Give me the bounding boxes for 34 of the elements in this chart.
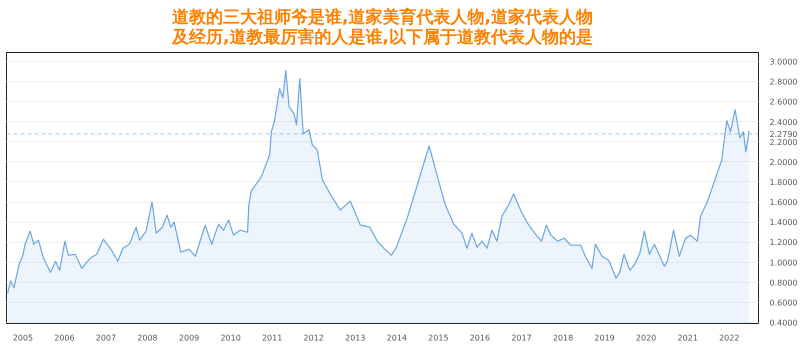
y-tick-label: 2.6000 [770,98,798,107]
x-tick-label: 2017 [511,334,532,342]
x-tick-label: 2010 [220,334,241,342]
y-tick-label: 1.2000 [770,238,798,248]
x-tick-label: 2006 [54,334,75,342]
y-tick-label: 2.2000 [770,138,798,147]
x-tick-label: 2008 [137,334,158,342]
x-tick-label: 2020 [636,334,656,342]
x-tick-label: 2007 [96,334,116,342]
y-tick-label: 0.8000 [770,278,798,288]
y-tick-label: 1.4000 [770,218,798,228]
y-tick-label: 2.4000 [770,118,798,127]
y-tick-label: 0.4000 [770,318,798,328]
x-tick-label: 2016 [470,334,490,342]
x-tick-label: 2013 [345,334,366,342]
y-tick-label: 0.6000 [770,298,798,308]
y-tick-label: 2.8000 [770,78,798,87]
y-tick-label: 1.0000 [770,258,798,268]
x-tick-label: 2014 [386,334,408,342]
ref-line-label: 2.2790 [770,130,798,139]
x-tick-label: 2012 [303,334,324,342]
y-tick-label: 1.8000 [770,178,798,187]
x-tick-label: 2022 [719,334,740,342]
x-tick-label: 2021 [678,334,698,342]
y-tick-label: 1.6000 [770,198,798,208]
x-tick-label: 2018 [552,334,574,342]
x-tick-label: 2005 [12,334,34,342]
x-tick-label: 2011 [262,334,282,342]
x-tick-label: 2009 [178,334,200,342]
y-tick-label: 3.0000 [770,58,798,67]
x-tick-label: 2019 [594,334,615,342]
chart-title: 道教的三大祖师爷是谁,道家美育代表人物,道家代表人物及经历,道教最厉害的人是谁,以下属于道教代表人物的是 [171,6,593,48]
x-tick-label: 2015 [428,334,449,342]
y-tick-label: 2.0000 [770,158,798,167]
